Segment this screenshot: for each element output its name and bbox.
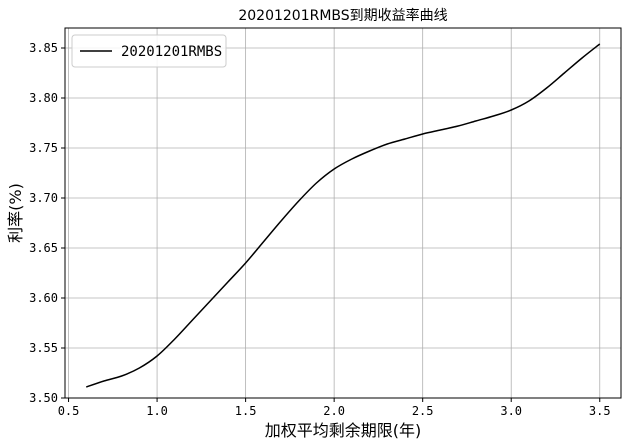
x-axis-label: 加权平均剩余期限(年) — [265, 421, 422, 440]
y-tick-label: 3.65 — [29, 241, 58, 255]
y-tick-label: 3.60 — [29, 291, 58, 305]
y-tick-label: 3.55 — [29, 341, 58, 355]
x-tick-label: 2.0 — [323, 404, 345, 418]
y-tick-label: 3.70 — [29, 191, 58, 205]
plot-background — [65, 28, 621, 398]
plot-frame — [64, 27, 622, 399]
x-tick-label: 0.5 — [58, 404, 80, 418]
legend-label: 20201201RMBS — [121, 44, 222, 60]
y-tick-label: 3.85 — [29, 41, 58, 55]
grid — [65, 28, 621, 399]
y-tick-label: 3.50 — [29, 391, 58, 405]
y-tick-label: 3.80 — [29, 91, 58, 105]
legend: 20201201RMBS — [71, 34, 227, 68]
y-tick-label: 3.75 — [29, 141, 58, 155]
y-axis-label: 利率(%) — [6, 183, 25, 243]
series-line — [86, 43, 601, 388]
legend-box — [71, 34, 227, 68]
x-tick-label: 1.5 — [235, 404, 257, 418]
y-axis: 3.50 3.55 3.60 3.65 3.70 3.75 3.80 3.85 — [29, 41, 65, 405]
x-axis: 0.5 1.0 1.5 2.0 2.5 3.0 3.5 — [58, 398, 611, 418]
x-tick-label: 1.0 — [146, 404, 168, 418]
x-tick-label: 2.5 — [412, 404, 434, 418]
series-layer — [86, 43, 601, 388]
x-tick-label: 3.5 — [589, 404, 611, 418]
chart-title: 20201201RMBS到期收益率曲线 — [238, 7, 447, 24]
x-tick-label: 3.0 — [500, 404, 522, 418]
